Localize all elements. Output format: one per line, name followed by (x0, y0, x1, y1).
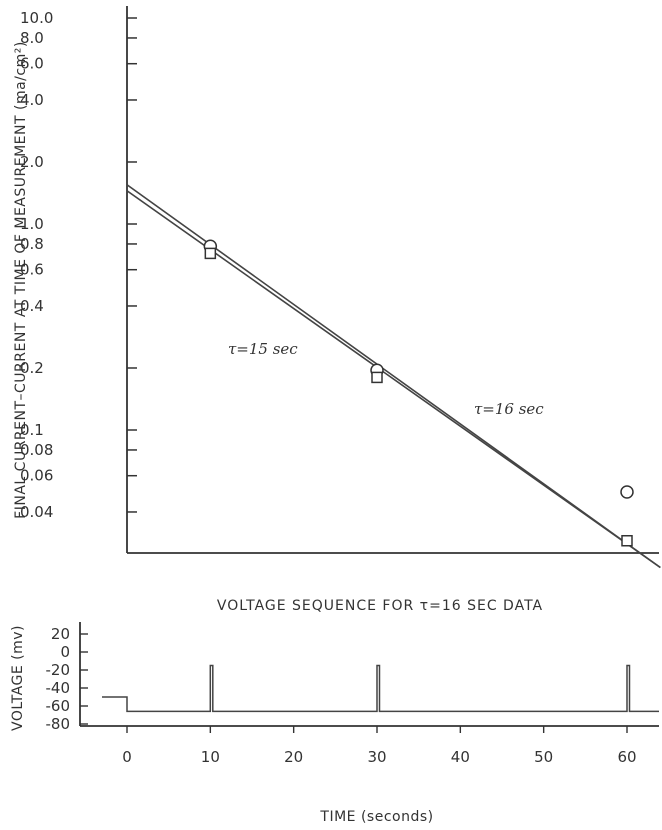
y-tick-label: 4.0 (20, 91, 44, 109)
time-x-tick-label: 50 (534, 748, 553, 766)
y-tick-label: 0.6 (20, 261, 44, 279)
time-x-tick-label: 30 (367, 748, 386, 766)
voltage-y-tick-label: 0 (60, 643, 70, 661)
time-x-tick-label: 10 (201, 748, 220, 766)
y-tick-label: 0.4 (20, 297, 44, 315)
y-tick-label: 8.0 (20, 29, 44, 47)
circle-point (620, 485, 634, 499)
square-point (204, 247, 217, 260)
data-points (203, 239, 634, 547)
tau-16-label: τ=16 sec (474, 400, 544, 418)
bottom-x-axis-title: TIME (seconds) (319, 809, 433, 825)
square-point (621, 534, 633, 547)
square-point (371, 371, 383, 384)
y-tick-label: 0.04 (20, 503, 53, 521)
time-x-tick-label: 40 (451, 748, 470, 766)
y-tick-label: 1.0 (20, 215, 44, 233)
y-tick-label: 6.0 (20, 55, 44, 73)
bottom-y-axis-title: VOLTAGE (mv) (10, 625, 26, 731)
y-tick-label: 0.06 (20, 467, 53, 485)
y-tick-label: 0.2 (20, 359, 44, 377)
voltage-y-tick-label: -40 (46, 679, 71, 697)
y-tick-label: 0.1 (20, 421, 44, 439)
voltage-y-tick-label: -60 (46, 697, 71, 715)
tau-15-label: τ=15 sec (228, 340, 298, 358)
top-y-ticks: 10.0 8.0 6.0 4.0 2.0 1.0 0.8 0.6 0.4 0.2 0.1 0.08 0.… (20, 9, 137, 521)
voltage-y-tick-label: -80 (46, 715, 71, 733)
top-y-axis-title: FINAL CURRENT–CURRENT AT TIME OF MEASURE… (13, 41, 29, 519)
y-tick-label: 10.0 (20, 9, 53, 27)
current-decay-chart: 10.0 8.0 6.0 4.0 2.0 1.0 0.8 0.6 0.4 0.2 0.1 0.08 0.… (13, 6, 661, 569)
voltage-sequence-chart: VOLTAGE SEQUENCE FOR τ=16 SEC DATA 200-2… (10, 598, 659, 825)
bottom-ticks: 200-20-40-60-800 10 20 30 40 50 60 (46, 625, 637, 766)
y-tick-label: 2.0 (20, 153, 44, 171)
voltage-y-tick-label: -20 (46, 661, 71, 679)
time-x-tick-label: 60 (617, 748, 636, 766)
voltage-trace-line (102, 664, 659, 713)
y-tick-label: 0.08 (20, 441, 53, 459)
voltage-chart-title: VOLTAGE SEQUENCE FOR τ=16 SEC DATA (217, 598, 543, 614)
y-tick-label: 0.8 (20, 235, 44, 253)
time-x-tick-label: 20 (284, 748, 303, 766)
time-x-tick-label: 0 (122, 748, 132, 766)
voltage-y-tick-label: 20 (51, 625, 70, 643)
voltage-trace (102, 664, 659, 713)
